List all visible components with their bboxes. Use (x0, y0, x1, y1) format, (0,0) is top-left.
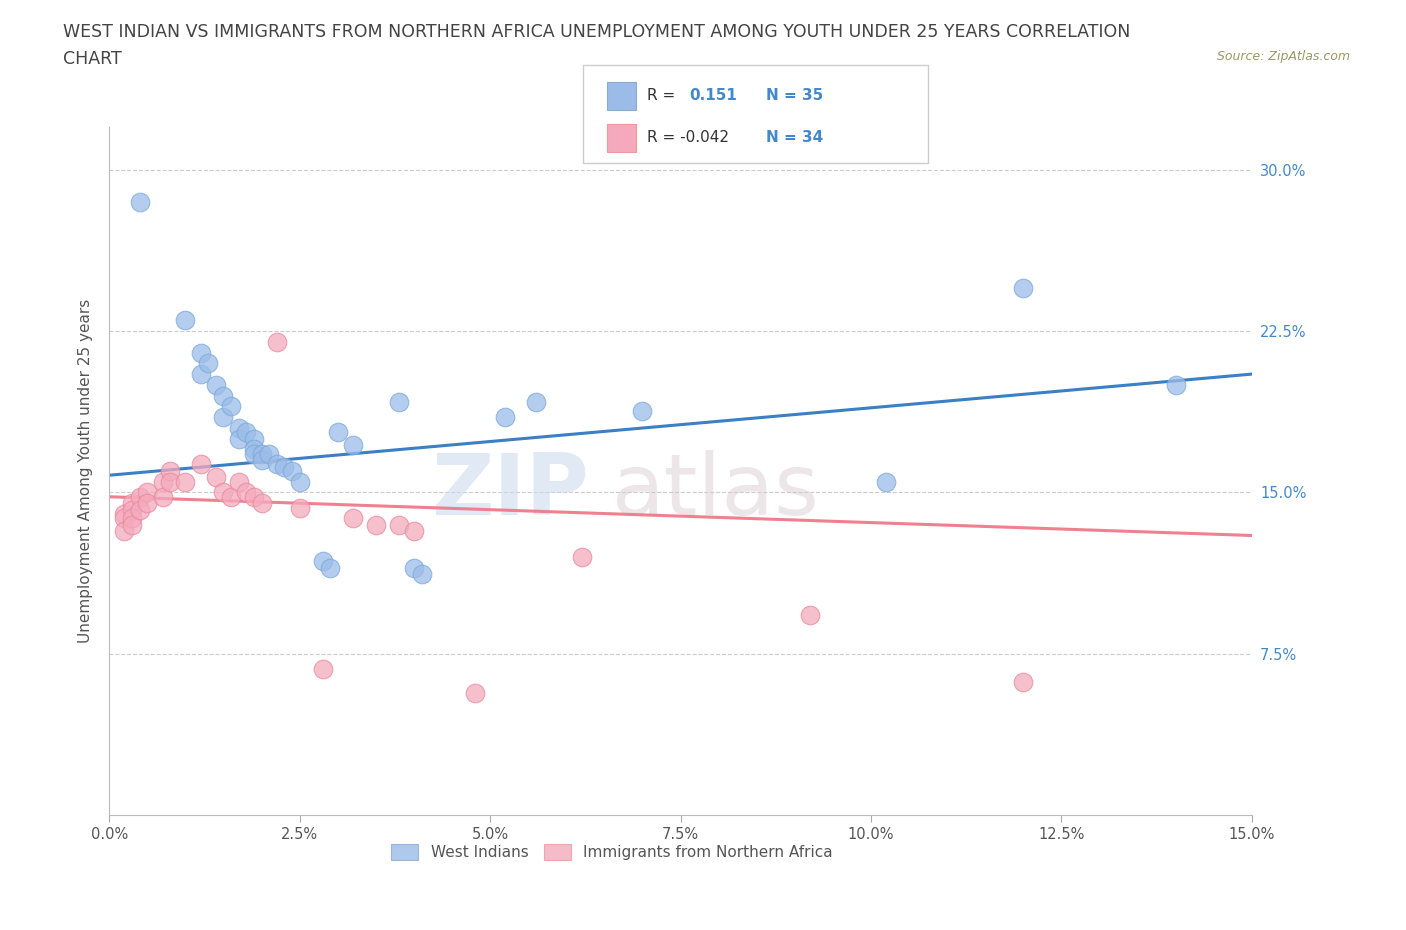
Point (411, 566, 433, 581)
Text: CHART: CHART (63, 50, 122, 68)
Point (152, 474, 174, 489)
Point (250, 446, 273, 461)
Point (190, 457, 212, 472)
Point (152, 489, 174, 504)
Text: R =: R = (647, 88, 675, 103)
Point (875, 474, 897, 489)
Point (114, 511, 136, 525)
Point (235, 425, 257, 440)
Point (342, 438, 364, 453)
Text: N = 35: N = 35 (766, 88, 824, 103)
Point (159, 463, 181, 478)
Point (212, 388, 235, 403)
Text: 0.151: 0.151 (689, 88, 737, 103)
Point (571, 550, 593, 565)
Point (464, 685, 486, 700)
Point (121, 517, 143, 532)
Point (243, 489, 266, 504)
Point (128, 194, 150, 209)
Point (266, 457, 288, 472)
Point (524, 394, 547, 409)
Point (174, 474, 197, 489)
Point (190, 366, 212, 381)
Point (281, 463, 304, 478)
Point (228, 420, 250, 435)
Point (288, 500, 311, 515)
Point (212, 485, 235, 500)
Point (1164, 378, 1187, 392)
Point (219, 399, 242, 414)
Point (250, 496, 273, 511)
Point (121, 511, 143, 525)
Point (402, 561, 425, 576)
Text: Source: ZipAtlas.com: Source: ZipAtlas.com (1216, 50, 1350, 63)
Point (128, 489, 150, 504)
Point (494, 410, 516, 425)
Point (402, 524, 425, 538)
Point (311, 661, 333, 676)
Point (288, 474, 311, 489)
Point (326, 425, 349, 440)
Point (273, 459, 295, 474)
Point (1012, 281, 1035, 296)
Point (114, 507, 136, 522)
Point (205, 378, 228, 392)
Point (364, 517, 387, 532)
Text: WEST INDIAN VS IMMIGRANTS FROM NORTHERN AFRICA UNEMPLOYMENT AMONG YOUTH UNDER 25: WEST INDIAN VS IMMIGRANTS FROM NORTHERN … (63, 23, 1130, 41)
Legend: West Indians, Immigrants from Northern Africa: West Indians, Immigrants from Northern A… (385, 838, 839, 866)
Point (190, 345, 212, 360)
Point (235, 485, 257, 500)
Point (205, 470, 228, 485)
Point (257, 446, 280, 461)
Point (266, 335, 288, 350)
Point (243, 442, 266, 457)
Point (388, 394, 411, 409)
Point (219, 489, 242, 504)
Point (136, 496, 159, 511)
Point (799, 607, 821, 622)
Point (159, 474, 181, 489)
Y-axis label: Unemployment Among Youth under 25 years: Unemployment Among Youth under 25 years (79, 299, 93, 643)
Point (128, 502, 150, 517)
Point (228, 474, 250, 489)
Text: atlas: atlas (612, 450, 820, 533)
Point (121, 496, 143, 511)
Text: R = -0.042: R = -0.042 (647, 130, 728, 145)
Point (197, 356, 219, 371)
Point (228, 432, 250, 446)
Point (631, 404, 654, 418)
Point (136, 485, 159, 500)
Point (342, 511, 364, 525)
Point (174, 312, 197, 327)
Point (319, 561, 342, 576)
Point (250, 453, 273, 468)
Text: N = 34: N = 34 (766, 130, 824, 145)
Point (243, 446, 266, 461)
Point (311, 554, 333, 569)
Point (121, 502, 143, 517)
Point (212, 410, 235, 425)
Point (1012, 674, 1035, 689)
Point (114, 524, 136, 538)
Point (243, 432, 266, 446)
Point (388, 517, 411, 532)
Text: ZIP: ZIP (432, 450, 589, 533)
